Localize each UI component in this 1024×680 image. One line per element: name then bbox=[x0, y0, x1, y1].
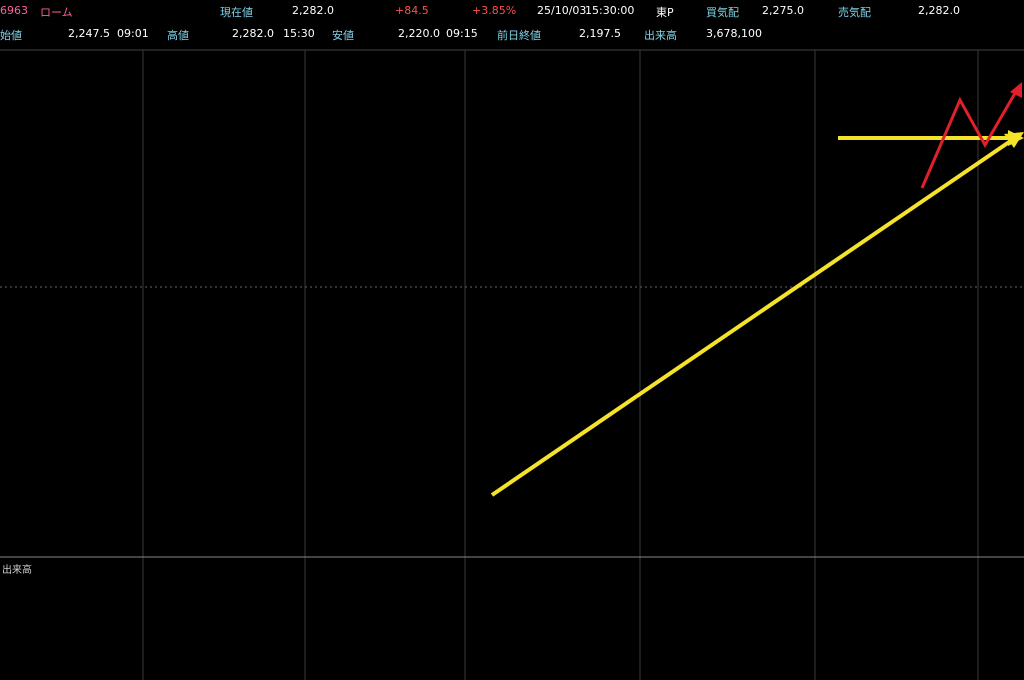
date-grid bbox=[142, 50, 979, 680]
header-field: 6963 bbox=[0, 4, 28, 17]
header-field: 2,282.0 bbox=[232, 27, 274, 40]
header-field: 現在値 bbox=[220, 6, 253, 19]
header-field: +84.5 bbox=[395, 4, 429, 17]
header-field: 25/10/03 bbox=[537, 4, 587, 17]
header-field: 2,282.0 bbox=[292, 4, 334, 17]
header-field: +3.85% bbox=[472, 4, 517, 17]
header-field: 買気配 bbox=[706, 6, 739, 19]
header-field: 売気配 bbox=[838, 6, 871, 19]
header-field: 2,197.5 bbox=[579, 27, 621, 40]
header-field: 2,247.5 bbox=[68, 27, 110, 40]
annotations bbox=[490, 82, 1024, 497]
header-field: 2,220.0 bbox=[398, 27, 440, 40]
header-field: 3,678,100 bbox=[706, 27, 762, 40]
header-field: ローム bbox=[40, 6, 73, 19]
header-field: 前日終値 bbox=[497, 29, 541, 42]
header-field: 東P bbox=[656, 6, 674, 19]
header-field: 15:30:00 bbox=[585, 4, 635, 17]
header-field: 2,282.0 bbox=[918, 4, 960, 17]
header-field: 09:15 bbox=[446, 27, 478, 40]
header-field: 15:30 bbox=[283, 27, 315, 40]
header-field: 2,275.0 bbox=[762, 4, 804, 17]
volume-label: 出来高 bbox=[2, 563, 32, 576]
header-field: 安値 bbox=[332, 29, 354, 42]
header-field: 09:01 bbox=[117, 27, 149, 40]
header-field: 始値 bbox=[0, 29, 22, 42]
header-field: 出来高 bbox=[644, 29, 677, 42]
header-field: 高値 bbox=[167, 29, 189, 42]
